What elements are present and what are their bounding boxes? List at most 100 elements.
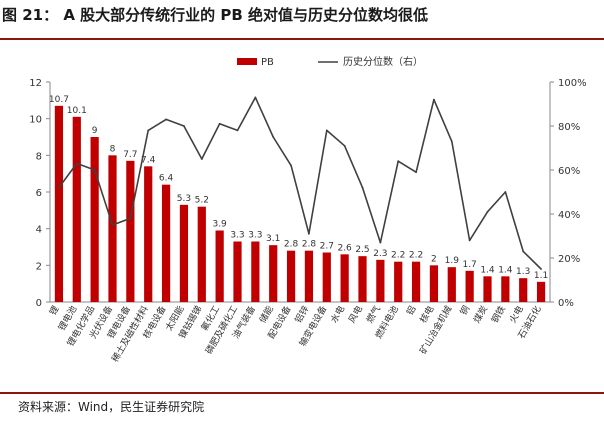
- pb-bar: [108, 155, 117, 302]
- pb-value-label: 2.8: [284, 240, 299, 250]
- pb-bar: [215, 230, 224, 302]
- left-tick-label: 10: [29, 115, 42, 126]
- pb-bar: [429, 265, 439, 302]
- pb-value-label: 2.2: [391, 251, 405, 261]
- pb-value-label: 2.7: [320, 242, 334, 252]
- pb-value-label: 5.3: [177, 194, 191, 204]
- left-tick-label: 2: [36, 261, 42, 272]
- percentile-point: [468, 239, 471, 242]
- percentile-line: [58, 96, 542, 270]
- pb-value-label: 2.2: [409, 251, 423, 261]
- category-label: 铝: [404, 304, 419, 318]
- pb-value-label: 1.1: [534, 271, 548, 281]
- category-label: 水电: [328, 304, 347, 326]
- pb-value-label: 7.4: [141, 155, 156, 165]
- pb-bar: [54, 105, 64, 302]
- pb-bar: [394, 261, 403, 302]
- pb-bar: [304, 250, 314, 302]
- percentile-line-layer: [58, 96, 542, 270]
- pb-bar: [197, 206, 206, 302]
- percentile-point: [361, 186, 364, 189]
- pb-value-label: 9: [92, 126, 98, 136]
- pb-value-label: 2: [431, 254, 437, 264]
- chart-title: 图 21： A 股大部分传统行业的 PB 绝对值与历史分位数均很低: [2, 6, 429, 24]
- category-label: 核电: [417, 304, 436, 326]
- percentile-point: [486, 210, 489, 213]
- pb-value-label: 1.7: [462, 260, 476, 270]
- category-label: 锂: [47, 304, 62, 318]
- left-tick-label: 0: [36, 298, 42, 309]
- right-tick-label: 40%: [558, 210, 580, 221]
- pb-value-label: 10.1: [67, 106, 87, 116]
- category-label: 燃气: [364, 304, 383, 326]
- legend-bar-swatch: [237, 58, 257, 65]
- pb-bars: [54, 105, 546, 302]
- right-y-axis: 0% 20% 40% 60% 80% 100%: [549, 78, 587, 309]
- percentile-point: [504, 191, 507, 193]
- right-tick-label: 60%: [558, 166, 580, 177]
- pb-bar: [501, 276, 510, 302]
- pb-bar: [126, 160, 135, 302]
- percentile-point: [343, 144, 346, 147]
- pb-value-label: 2.8: [302, 240, 317, 250]
- pb-value-label: 1.4: [498, 265, 513, 275]
- right-tick-label: 20%: [558, 254, 580, 265]
- pb-bar: [483, 276, 492, 302]
- pb-value-label: 3.9: [212, 220, 227, 230]
- pb-value-label: 1.9: [445, 256, 460, 266]
- pb-bar: [72, 116, 81, 302]
- x-axis-labels: 锂锂电池锂电化学品光伏设备锂电设备稀土及磁性材料核电设备太阳能镍钴锡锑氟化工磷肥…: [47, 304, 544, 365]
- legend-percentile-label: 历史分位数（右）: [343, 55, 423, 68]
- pb-value-label: 1.4: [480, 265, 495, 275]
- pb-bar: [286, 250, 296, 302]
- pb-bar: [340, 254, 349, 302]
- pb-bar: [251, 241, 260, 302]
- footer-rule: [0, 392, 604, 394]
- percentile-point: [325, 129, 328, 132]
- percentile-point: [93, 169, 96, 171]
- percentile-point: [397, 160, 400, 163]
- category-label: 矿山冶金机械: [417, 304, 454, 357]
- percentile-point: [147, 129, 150, 132]
- percentile-point: [183, 125, 185, 127]
- category-label: 煤炭: [471, 304, 490, 326]
- percentile-point: [75, 162, 78, 165]
- pb-value-label: 7.7: [123, 150, 137, 160]
- category-label: 储能: [256, 304, 275, 326]
- category-label: 铜: [457, 304, 472, 318]
- legend-pb-label: PB: [261, 57, 274, 68]
- pb-bar: [233, 241, 242, 302]
- pb-value-label: 5.2: [195, 196, 209, 206]
- right-tick-label: 80%: [558, 122, 580, 133]
- percentile-point: [111, 224, 114, 226]
- pb-value-label: 10.7: [49, 95, 69, 105]
- pb-value-label: 2.3: [373, 249, 387, 259]
- pb-bar: [465, 270, 474, 302]
- percentile-point: [236, 129, 239, 132]
- left-tick-label: 8: [36, 151, 42, 162]
- pb-value-label: 8: [110, 144, 116, 154]
- pb-bar: [536, 281, 546, 302]
- pb-bar: [447, 267, 456, 302]
- left-tick-label: 6: [36, 188, 42, 199]
- percentile-point: [218, 122, 221, 125]
- percentile-point: [58, 186, 60, 189]
- percentile-point: [200, 158, 203, 160]
- percentile-point: [254, 96, 257, 99]
- percentile-point: [522, 250, 525, 253]
- percentile-point: [272, 136, 275, 138]
- pb-value-label: 2.5: [355, 245, 369, 255]
- pb-value-label: 3.1: [266, 234, 280, 244]
- percentile-point: [433, 98, 435, 101]
- right-tick-label: 100%: [558, 78, 587, 89]
- category-label: 火电: [506, 304, 525, 326]
- category-label: 铝锌: [292, 304, 311, 326]
- pb-bar: [161, 184, 171, 302]
- pb-bar: [322, 252, 331, 302]
- pb-bar: [269, 245, 278, 302]
- pb-bar: [376, 259, 385, 302]
- percentile-point: [415, 171, 417, 174]
- pb-value-label: 6.4: [159, 174, 174, 184]
